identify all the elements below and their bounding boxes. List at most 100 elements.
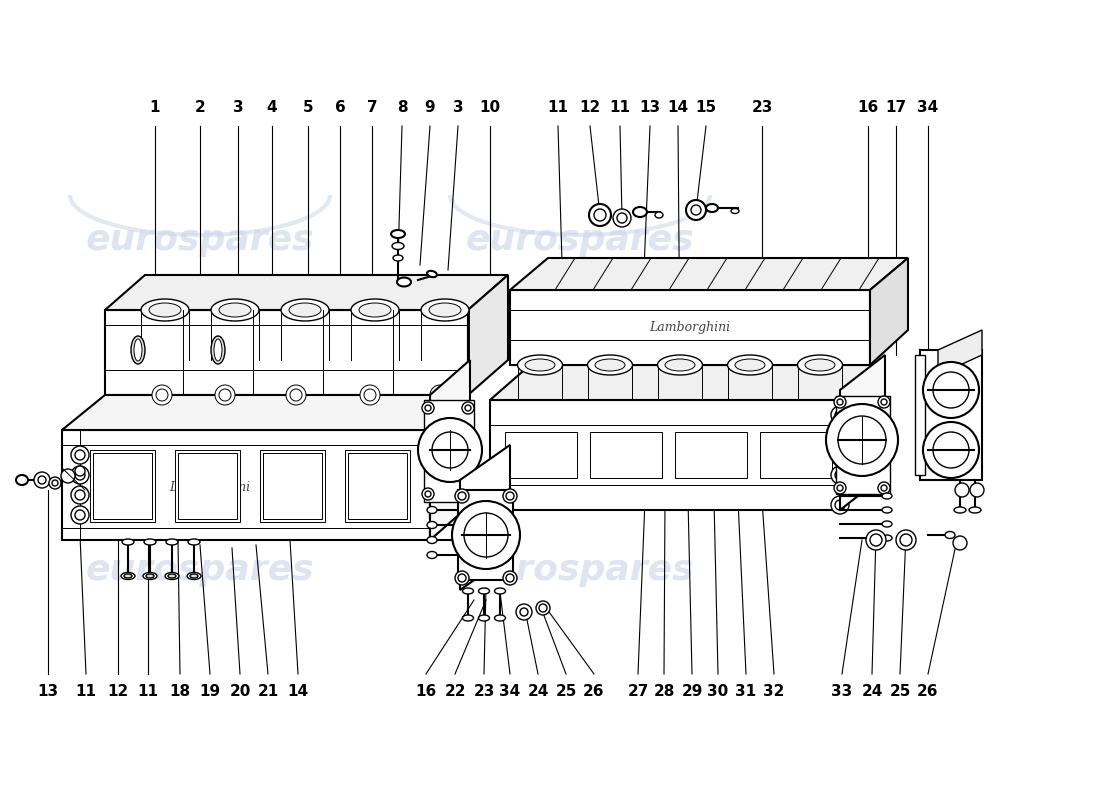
Text: 23: 23 — [751, 101, 772, 115]
Ellipse shape — [190, 574, 198, 578]
Text: 34: 34 — [917, 101, 938, 115]
Ellipse shape — [587, 355, 632, 375]
Ellipse shape — [805, 359, 835, 371]
Text: 11: 11 — [609, 101, 630, 115]
Text: 6: 6 — [334, 101, 345, 115]
Text: 11: 11 — [548, 101, 569, 115]
Ellipse shape — [390, 230, 405, 238]
Ellipse shape — [427, 551, 437, 558]
Text: 19: 19 — [199, 685, 221, 699]
Text: 20: 20 — [229, 685, 251, 699]
Text: 21: 21 — [257, 685, 278, 699]
Circle shape — [896, 530, 916, 550]
Circle shape — [691, 205, 701, 215]
Ellipse shape — [141, 299, 189, 321]
Ellipse shape — [211, 336, 226, 364]
Text: 14: 14 — [668, 101, 689, 115]
Circle shape — [830, 466, 849, 484]
Ellipse shape — [954, 507, 966, 513]
Circle shape — [75, 466, 85, 476]
Text: 29: 29 — [681, 685, 703, 699]
Text: 3: 3 — [453, 101, 463, 115]
Ellipse shape — [219, 303, 251, 317]
Bar — [348, 453, 407, 519]
Text: 1: 1 — [150, 101, 161, 115]
Text: 12: 12 — [580, 101, 601, 115]
Circle shape — [506, 574, 514, 582]
Polygon shape — [938, 330, 982, 375]
Circle shape — [75, 470, 85, 480]
Circle shape — [39, 476, 46, 484]
Polygon shape — [490, 365, 880, 400]
Text: 11: 11 — [138, 685, 158, 699]
Text: 4: 4 — [266, 101, 277, 115]
Ellipse shape — [525, 359, 556, 371]
Bar — [915, 355, 925, 475]
Ellipse shape — [144, 539, 156, 545]
Circle shape — [520, 608, 528, 616]
Circle shape — [835, 410, 845, 420]
Text: 16: 16 — [416, 685, 437, 699]
Text: 8: 8 — [397, 101, 407, 115]
Text: 14: 14 — [287, 685, 309, 699]
Bar — [590, 432, 662, 478]
Text: 15: 15 — [695, 101, 716, 115]
Ellipse shape — [632, 207, 647, 217]
Text: 25: 25 — [889, 685, 911, 699]
Circle shape — [364, 389, 376, 401]
Circle shape — [72, 506, 89, 524]
Ellipse shape — [427, 537, 437, 543]
Text: 31: 31 — [736, 685, 757, 699]
Text: Lamborghini: Lamborghini — [649, 322, 730, 334]
Ellipse shape — [495, 615, 506, 621]
Text: 13: 13 — [37, 685, 58, 699]
Ellipse shape — [429, 303, 461, 317]
Text: 32: 32 — [763, 685, 784, 699]
Circle shape — [422, 488, 435, 500]
Circle shape — [455, 571, 469, 585]
Circle shape — [506, 492, 514, 500]
Ellipse shape — [427, 506, 437, 514]
Text: 33: 33 — [832, 685, 852, 699]
Ellipse shape — [666, 359, 695, 371]
Text: 30: 30 — [707, 685, 728, 699]
Ellipse shape — [882, 521, 892, 527]
Polygon shape — [62, 430, 430, 540]
Text: 10: 10 — [480, 101, 501, 115]
Circle shape — [878, 482, 890, 494]
Text: 17: 17 — [886, 101, 906, 115]
Ellipse shape — [495, 588, 506, 594]
Ellipse shape — [472, 506, 482, 514]
Text: 24: 24 — [527, 685, 549, 699]
Circle shape — [418, 418, 482, 482]
Text: 25: 25 — [556, 685, 576, 699]
Circle shape — [838, 416, 886, 464]
Circle shape — [955, 483, 969, 497]
Circle shape — [72, 486, 89, 504]
Circle shape — [830, 496, 849, 514]
Ellipse shape — [148, 303, 182, 317]
Ellipse shape — [131, 336, 145, 364]
Ellipse shape — [462, 588, 473, 594]
Ellipse shape — [280, 299, 329, 321]
Polygon shape — [870, 258, 907, 365]
Bar — [345, 450, 410, 522]
Ellipse shape — [188, 539, 200, 545]
Circle shape — [613, 209, 631, 227]
Ellipse shape — [517, 355, 562, 375]
Circle shape — [933, 432, 969, 468]
Circle shape — [516, 604, 532, 620]
Ellipse shape — [393, 255, 403, 261]
Text: eurospares: eurospares — [465, 553, 694, 587]
Circle shape — [52, 480, 58, 486]
Bar — [175, 450, 240, 522]
Circle shape — [219, 389, 231, 401]
Ellipse shape — [478, 588, 490, 594]
Circle shape — [425, 491, 431, 497]
Circle shape — [156, 389, 168, 401]
Text: 34: 34 — [499, 685, 520, 699]
Bar — [94, 453, 152, 519]
Circle shape — [503, 571, 517, 585]
Circle shape — [878, 396, 890, 408]
Text: 24: 24 — [861, 685, 882, 699]
